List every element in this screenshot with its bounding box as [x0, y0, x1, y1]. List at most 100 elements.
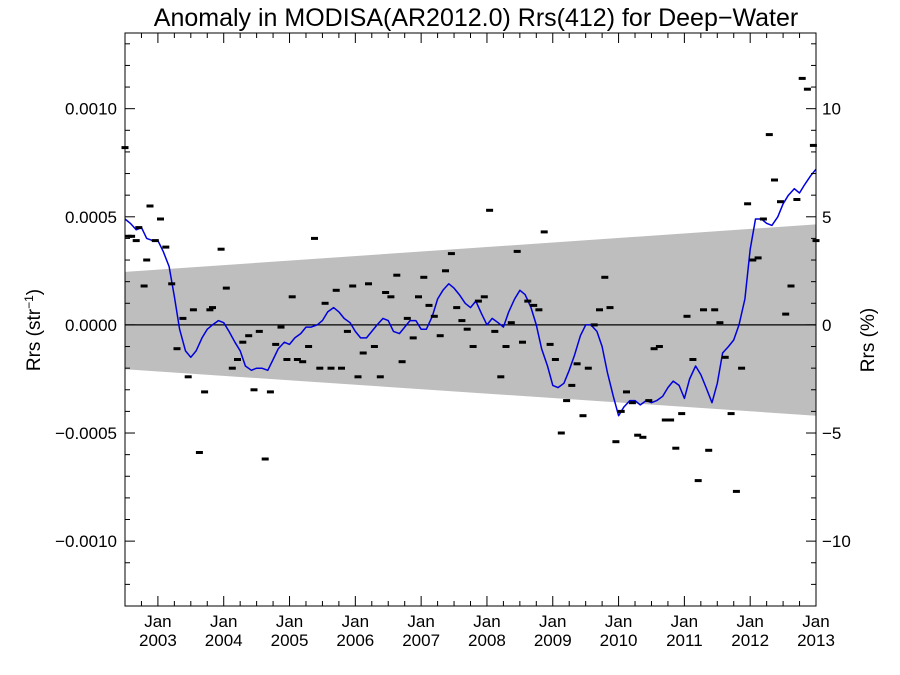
data-point: [393, 273, 401, 277]
data-point: [132, 239, 140, 243]
data-point: [809, 143, 817, 147]
x-tick-year-label: 2004: [205, 631, 243, 650]
y-tick-label: −0.0010: [55, 532, 117, 551]
y-right-tick-label: 5: [822, 208, 831, 227]
data-point: [447, 252, 455, 256]
data-point: [321, 301, 329, 305]
confidence-band: [125, 224, 816, 416]
y-tick-label: 0.0010: [65, 100, 117, 119]
data-point: [694, 479, 702, 483]
x-tick-year-label: 2011: [666, 631, 703, 650]
data-point: [250, 388, 258, 392]
data-point: [667, 418, 675, 422]
data-point: [568, 383, 576, 387]
data-point: [793, 198, 801, 201]
data-point: [655, 345, 663, 348]
data-point: [430, 314, 438, 318]
data-point: [146, 204, 154, 208]
data-point: [606, 306, 614, 310]
running-mean-line: [124, 168, 817, 417]
axes-layer: 0.0010 0.0005 0.0000 −0.0005 −0.0010 10 5 0 −5 −1…: [55, 32, 851, 650]
data-point: [474, 299, 482, 303]
data-point: [540, 230, 548, 234]
data-point: [738, 366, 746, 370]
x-tick-year-label: 2003: [139, 631, 177, 650]
data-point: [716, 321, 724, 325]
x-tick-month-label: Jan: [736, 612, 763, 631]
data-point: [288, 295, 296, 299]
data-point: [442, 269, 449, 273]
x-tick-year-label: 2010: [600, 631, 638, 650]
y-tick-label: −0.0005: [55, 424, 117, 443]
x-tick-year-label: 2006: [336, 631, 374, 650]
data-point: [299, 360, 307, 364]
data-point: [721, 355, 729, 359]
data-point: [732, 489, 740, 493]
x-tick-year-label: 2008: [468, 631, 506, 650]
y-right-tick-label: −5: [822, 424, 841, 443]
y-right-tick-label: 0: [822, 316, 831, 335]
data-point: [623, 390, 630, 394]
data-point: [382, 291, 390, 294]
data-point: [765, 133, 773, 137]
data-point: [266, 390, 274, 394]
data-point: [573, 362, 581, 366]
y-right-tick-label: −10: [822, 532, 851, 551]
data-point: [327, 366, 335, 370]
chart-title: Anomaly in MODISA(AR2012.0) Rrs(412) for…: [154, 4, 798, 32]
data-point: [293, 358, 301, 361]
data-point: [359, 351, 367, 355]
confidence-band-layer: [125, 224, 816, 416]
data-point: [168, 282, 176, 286]
data-point: [645, 399, 653, 403]
data-point: [420, 275, 428, 279]
x-tick-month-label: Jan: [473, 612, 500, 631]
data-point: [546, 342, 554, 346]
data-point: [376, 375, 384, 379]
data-point: [744, 202, 752, 206]
data-point: [143, 258, 151, 262]
data-point: [700, 308, 707, 312]
data-point: [705, 448, 713, 452]
x-tick-month-label: Jan: [407, 612, 434, 631]
data-point: [184, 375, 192, 379]
running-mean-layer: [124, 168, 817, 417]
data-point: [535, 308, 543, 312]
data-point: [463, 327, 471, 331]
data-point: [601, 275, 609, 279]
data-point: [524, 299, 532, 303]
data-point: [332, 288, 340, 292]
data-point: [711, 308, 719, 312]
data-point: [387, 295, 395, 299]
data-point: [228, 366, 236, 370]
data-point: [415, 295, 422, 299]
data-point: [754, 256, 762, 260]
data-point: [551, 358, 559, 361]
data-point: [239, 340, 247, 344]
data-point: [502, 345, 510, 348]
data-point: [798, 76, 806, 80]
data-point: [151, 239, 159, 243]
data-point: [365, 282, 372, 286]
data-point: [425, 303, 433, 307]
data-point: [727, 412, 735, 416]
data-point: [195, 451, 203, 454]
data-point: [486, 208, 494, 212]
data-point: [140, 284, 148, 288]
data-point: [530, 303, 538, 307]
left-axis-label-superscript: −1: [22, 295, 36, 309]
left-axis-label-main: Rrs (str: [24, 308, 45, 371]
x-tick-month-label: Jan: [671, 612, 698, 631]
data-point: [201, 390, 209, 394]
data-point: [507, 321, 515, 325]
data-point: [563, 399, 571, 403]
data-point: [409, 336, 417, 340]
data-point: [491, 329, 499, 333]
data-point: [453, 306, 461, 310]
data-point: [557, 431, 565, 435]
data-point: [689, 358, 697, 361]
data-point: [283, 358, 291, 361]
data-point: [245, 334, 253, 338]
data-point: [436, 334, 444, 338]
